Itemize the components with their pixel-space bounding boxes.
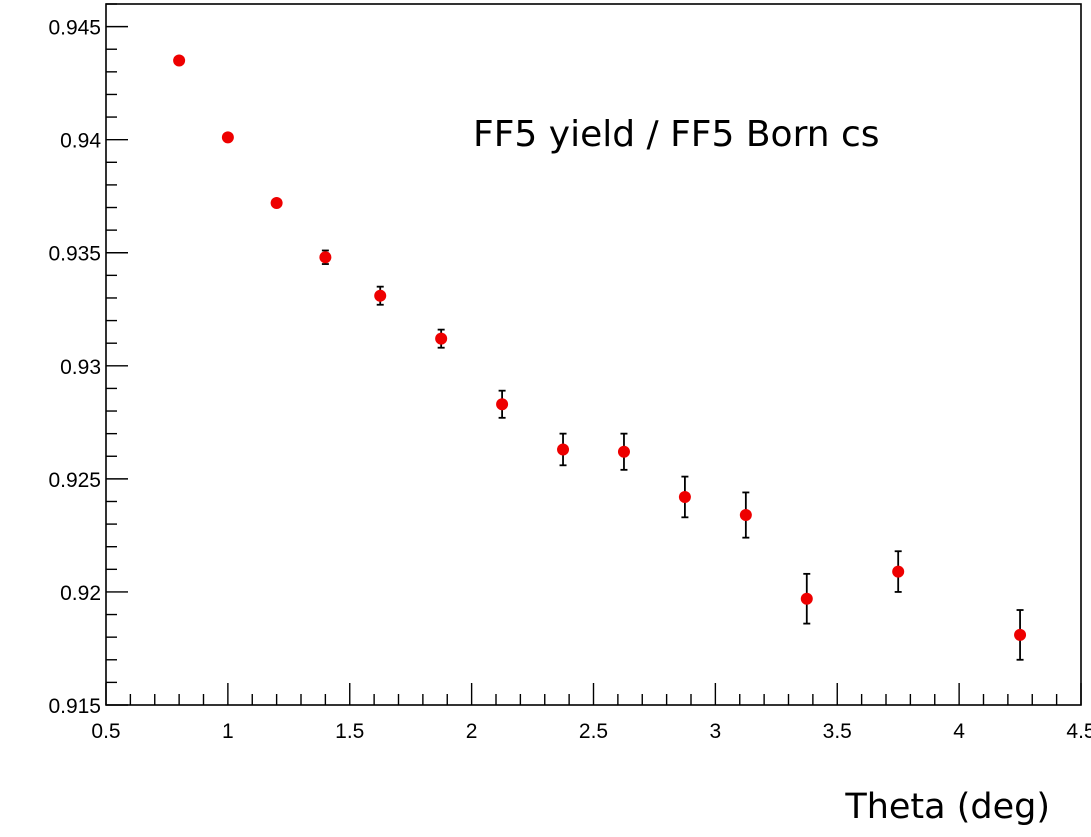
data-point [435,328,448,349]
y-tick-label: 0.945 [48,17,101,40]
point-marker [173,54,186,67]
point-marker [496,398,509,411]
data-point [678,475,691,519]
point-marker [557,443,570,456]
data-point [1014,609,1027,661]
data-point [496,389,509,419]
point-marker [221,131,234,144]
data-point [374,285,387,306]
data-point [270,196,283,209]
y-tick-label: 0.92 [60,582,101,605]
x-tick-label: 2 [466,720,478,743]
y-axis-ticks: 0.915 0.92 0.925 0.93 0.935 0.94 0.945 [48,3,128,718]
point-marker [892,565,905,578]
x-axis-label: Theta (deg) [844,787,1050,827]
y-tick-label: 0.94 [60,130,101,153]
point-marker [270,196,283,209]
data-point [617,432,630,471]
x-tick-label: 1 [222,720,234,743]
point-marker [374,289,387,302]
axes-frame [105,3,1082,706]
chart-annotation: FF5 yield / FF5 Born cs [473,114,880,155]
data-point [557,432,570,467]
x-tick-label: 4.5 [1066,720,1091,743]
point-marker [800,592,813,605]
point-marker [435,332,448,345]
data-point [800,572,813,625]
point-marker [319,251,332,264]
y-tick-label: 0.915 [48,695,101,718]
data-point [892,550,905,593]
x-tick-label: 3 [710,720,722,743]
data-point [739,491,752,539]
point-marker [617,445,630,458]
y-tick-label: 0.93 [60,356,101,379]
point-marker [678,490,691,503]
x-tick-label: 4 [953,720,965,743]
x-tick-label: 1.5 [335,720,364,743]
y-tick-label: 0.925 [48,469,101,492]
data-point [221,131,234,144]
data-point [319,249,332,265]
point-marker [1014,628,1027,641]
x-axis-ticks: 0.5 1 1.5 2 2.5 3 3.5 4 4.5 [91,683,1091,743]
x-tick-label: 3.5 [823,720,852,743]
point-marker [739,509,752,522]
x-tick-label: 2.5 [579,720,608,743]
plot-frame [105,3,1082,706]
data-point [173,54,186,67]
data-points [173,54,1027,661]
x-tick-label: 0.5 [91,720,120,743]
y-tick-label: 0.935 [48,243,101,266]
